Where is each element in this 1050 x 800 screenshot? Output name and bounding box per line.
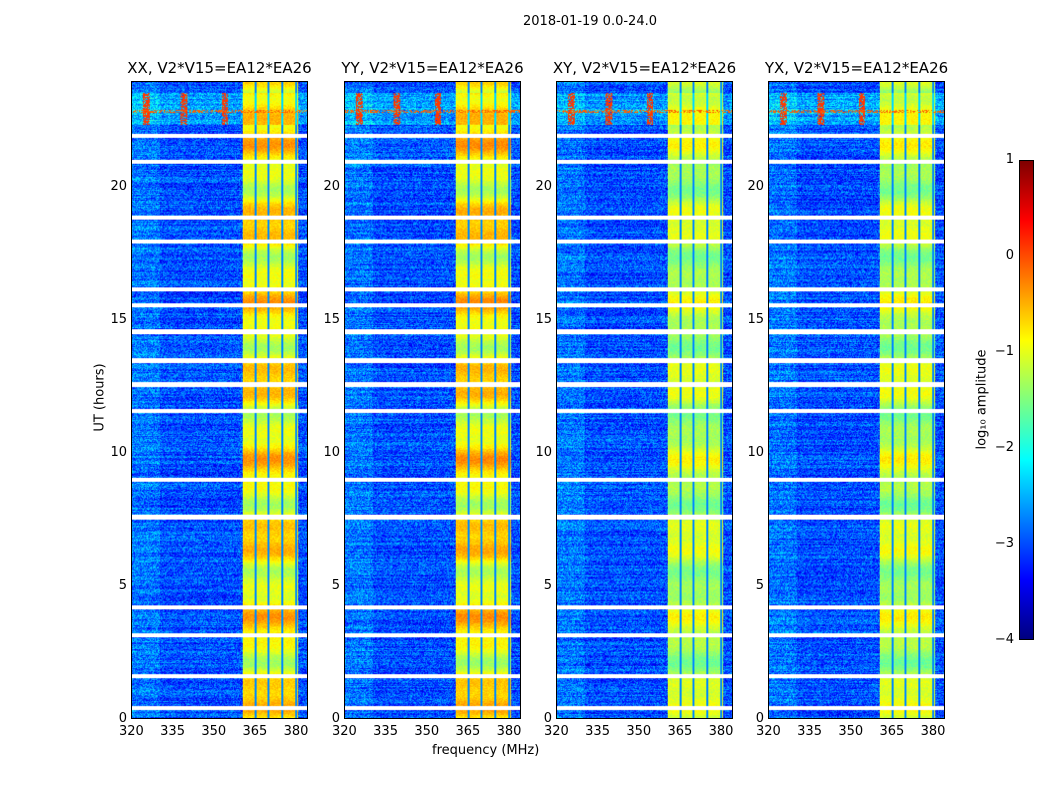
x-tick-label: 335 [797, 724, 822, 739]
y-tick-label: 10 [535, 445, 552, 461]
colorbar [1019, 160, 1034, 640]
y-tick-label: 5 [543, 578, 552, 594]
x-tick-label: 335 [160, 724, 185, 739]
x-tick-label: 320 [544, 724, 569, 739]
x-tick-label: 320 [332, 724, 357, 739]
y-tick-label: 0 [331, 711, 340, 726]
colorbar-tick-label: 0 [1005, 248, 1014, 263]
colorbar-label: log₁₀ amplitude [974, 349, 990, 450]
heatmap-panel [344, 81, 521, 719]
figure-title: 2018-01-19 0.0-24.0 [523, 14, 657, 29]
x-tick-label: 380 [708, 724, 734, 739]
y-axis-label: UT (hours) [92, 363, 108, 432]
panel-title: XY, V2*V15=EA12*EA26 [552, 59, 737, 77]
y-tick-label: 15 [535, 312, 552, 328]
y-tick-label: 20 [110, 179, 127, 195]
y-tick-label: 10 [747, 445, 764, 461]
x-tick-label: 320 [756, 724, 781, 739]
x-tick-label: 320 [119, 724, 144, 739]
heatmap-panel [556, 81, 733, 719]
y-tick-label: 10 [110, 445, 127, 461]
x-tick-label: 365 [455, 724, 481, 739]
y-tick-label: 0 [755, 711, 764, 726]
x-tick-label: 380 [920, 724, 946, 739]
y-tick-label: 0 [543, 711, 552, 726]
colorbar-tick-label: −2 [994, 440, 1014, 455]
y-tick-label: 5 [118, 578, 127, 594]
x-tick-label: 350 [414, 724, 440, 739]
heatmap-panel [768, 81, 945, 719]
spectrogram-image [132, 82, 307, 718]
x-tick-label: 365 [667, 724, 693, 739]
colorbar-tick-label: −3 [994, 536, 1014, 551]
y-tick-label: 5 [755, 578, 764, 594]
x-tick-label: 335 [373, 724, 398, 739]
panel-title: XX, V2*V15=EA12*EA26 [127, 59, 312, 77]
colorbar-tick-label: −4 [994, 632, 1014, 647]
panel-title: YY, V2*V15=EA12*EA26 [341, 59, 524, 77]
x-tick-label: 365 [879, 724, 905, 739]
x-tick-label: 350 [626, 724, 652, 739]
x-tick-label: 365 [242, 724, 268, 739]
spectrogram-image [769, 82, 944, 718]
x-tick-label: 350 [201, 724, 227, 739]
y-tick-label: 15 [323, 312, 340, 328]
y-tick-label: 10 [323, 445, 340, 461]
x-tick-label: 380 [496, 724, 522, 739]
y-tick-label: 20 [535, 179, 552, 195]
y-tick-label: 5 [331, 578, 340, 594]
heatmap-panel [131, 81, 308, 719]
x-tick-label: 335 [585, 724, 610, 739]
colorbar-tick-label: 1 [1005, 152, 1014, 167]
y-tick-label: 20 [747, 179, 764, 195]
x-tick-label: 350 [838, 724, 864, 739]
y-tick-label: 15 [747, 312, 764, 328]
spectrogram-image [557, 82, 732, 718]
y-tick-label: 15 [110, 312, 127, 328]
spectrogram-image [345, 82, 520, 718]
y-tick-label: 20 [323, 179, 340, 195]
x-tick-label: 380 [283, 724, 309, 739]
panel-title: YX, V2*V15=EA12*EA26 [764, 59, 949, 77]
x-axis-label: frequency (MHz) [432, 743, 540, 758]
y-tick-label: 0 [118, 711, 127, 726]
colorbar-tick-label: −1 [994, 344, 1014, 359]
